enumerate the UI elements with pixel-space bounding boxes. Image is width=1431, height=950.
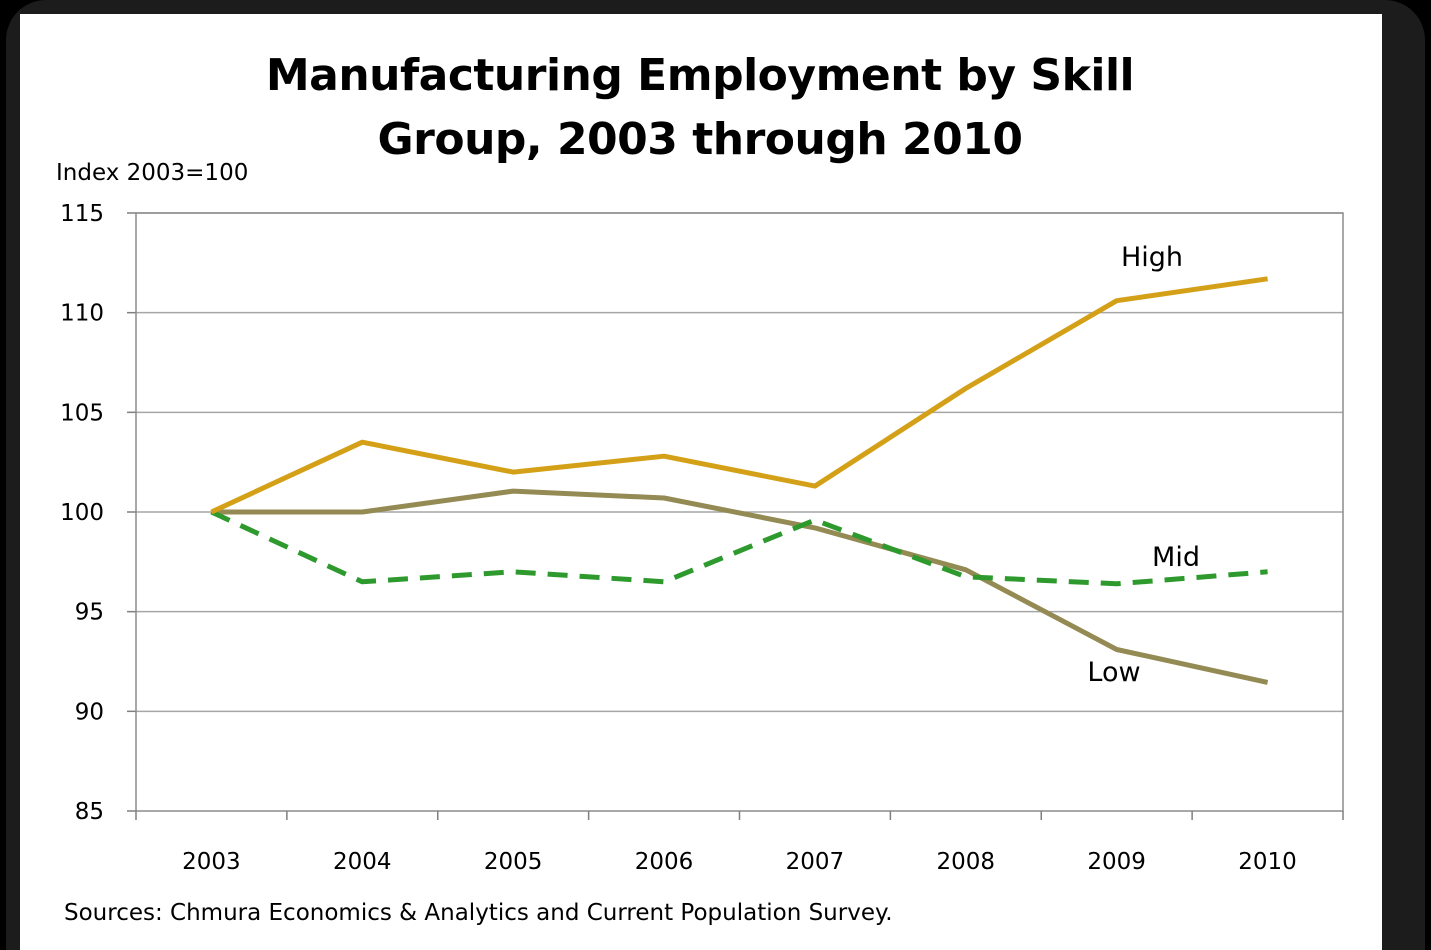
series-line-low [211, 488, 1269, 685]
x-tick-label-2005: 2005 [484, 849, 543, 875]
series-label-low: Low [1087, 657, 1140, 688]
series-label-high: High [1121, 242, 1183, 273]
x-tick-label-2007: 2007 [786, 849, 845, 875]
y-tick-label-100: 100 [60, 500, 104, 526]
chart-title: Manufacturing Employment by Skill Group,… [0, 44, 1400, 172]
y-tick-label-90: 90 [75, 699, 104, 725]
series-line-mid [210, 509, 1268, 587]
x-tick-label-2010: 2010 [1238, 849, 1297, 875]
chart-title-line-2: Group, 2003 through 2010 [377, 114, 1023, 165]
y-tick-label-105: 105 [60, 400, 104, 426]
x-tick-label-2008: 2008 [937, 849, 996, 875]
source-note: Sources: Chmura Economics & Analytics an… [64, 900, 893, 926]
y-tick-label-115: 115 [60, 201, 104, 227]
y-tick-label-110: 110 [60, 301, 104, 327]
x-tick-label-2006: 2006 [635, 849, 694, 875]
y-tick-label-95: 95 [75, 600, 104, 626]
x-tick-label-2003: 2003 [182, 849, 241, 875]
x-tick-label-2004: 2004 [333, 849, 392, 875]
chart-card [20, 14, 1382, 950]
y-tick-label-85: 85 [75, 799, 104, 825]
x-tick-label-2009: 2009 [1087, 849, 1146, 875]
chart-title-line-1: Manufacturing Employment by Skill [265, 50, 1135, 101]
y-axis-label: Index 2003=100 [56, 160, 249, 186]
series-label-mid: Mid [1152, 542, 1200, 573]
series-line-high [210, 276, 1268, 515]
